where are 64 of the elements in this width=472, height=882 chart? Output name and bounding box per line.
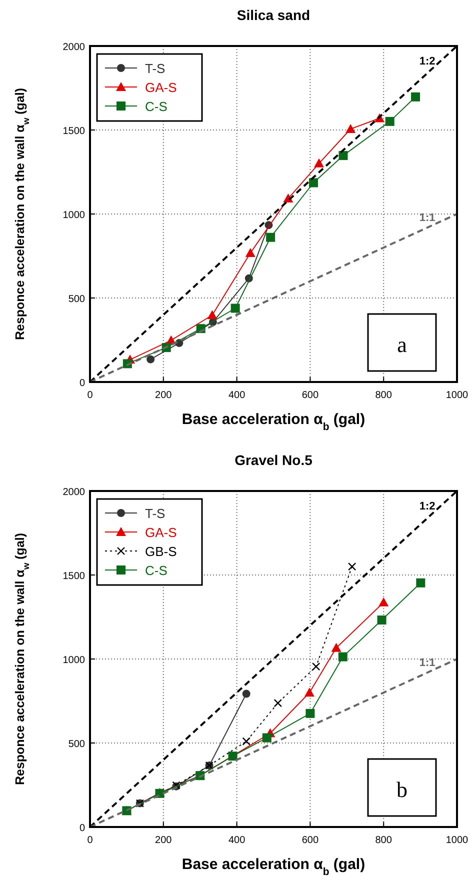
point <box>338 652 348 662</box>
y-tick-label: 2000 <box>62 42 86 53</box>
point <box>348 562 356 571</box>
x-tick-label: 200 <box>155 835 172 846</box>
x-tick-label: 600 <box>302 390 319 401</box>
point <box>338 151 348 160</box>
x-tick-label: 0 <box>87 835 94 846</box>
point <box>304 688 314 697</box>
legend-label: T-S <box>145 506 166 521</box>
series-label: 1:1 <box>419 656 436 669</box>
point <box>207 310 218 320</box>
y-tick-label: 500 <box>68 739 86 750</box>
series-label: 1:1 <box>419 212 436 224</box>
y-tick-label: 500 <box>68 294 86 305</box>
annotation: b <box>396 777 408 802</box>
y-tick-label: 2000 <box>62 487 86 498</box>
legend-label: C-S <box>145 99 168 114</box>
point <box>411 92 420 102</box>
y-tick-label: 1500 <box>62 571 86 582</box>
point <box>378 597 389 606</box>
point <box>385 116 394 126</box>
chart-title: Silica sand <box>236 7 310 23</box>
point <box>262 733 272 742</box>
x-tick-label: 800 <box>375 390 392 401</box>
x-tick-label: 200 <box>155 390 172 401</box>
legend-label: GB-S <box>145 544 178 559</box>
point <box>146 355 155 364</box>
x-tick-label: 400 <box>228 390 246 401</box>
chart-title: Gravel No.5 <box>234 452 313 468</box>
legend-label: T-S <box>145 61 166 76</box>
x-tick-label: 800 <box>375 835 392 846</box>
point <box>331 642 342 652</box>
series-label: 1:2 <box>419 56 436 68</box>
legend-label: C-S <box>145 563 168 578</box>
y-tick-label: 1500 <box>62 126 86 137</box>
x-tick-label: 400 <box>228 835 246 846</box>
legend-label: GA-S <box>145 80 178 95</box>
series-label: 1:2 <box>419 500 436 513</box>
y-tick-label: 0 <box>79 378 86 389</box>
y-tick-label: 1000 <box>62 655 86 666</box>
point <box>377 616 386 625</box>
point <box>309 178 318 188</box>
point <box>245 248 256 257</box>
annotation: a <box>397 332 408 357</box>
point <box>314 158 324 168</box>
x-tick-label: 0 <box>87 390 94 401</box>
point <box>306 708 315 718</box>
y-tick-label: 0 <box>79 823 86 834</box>
x-tick-label: 1000 <box>446 835 469 846</box>
point <box>274 698 282 708</box>
x-tick-label: 600 <box>302 835 319 846</box>
x-tick-label: 1000 <box>446 390 469 401</box>
x-axis-title: Base acceleration α$_{b}$ (gal) <box>182 411 366 433</box>
y-tick-label: 1000 <box>62 210 86 221</box>
point <box>346 124 356 133</box>
x-axis-title: Base acceleration α$_{b}$ (gal) <box>182 856 366 878</box>
point <box>416 578 426 588</box>
point <box>266 232 276 242</box>
point <box>242 737 250 746</box>
legend-label: GA-S <box>145 525 178 540</box>
point <box>242 690 250 698</box>
point <box>312 662 320 671</box>
point <box>228 752 238 761</box>
point <box>230 304 240 313</box>
